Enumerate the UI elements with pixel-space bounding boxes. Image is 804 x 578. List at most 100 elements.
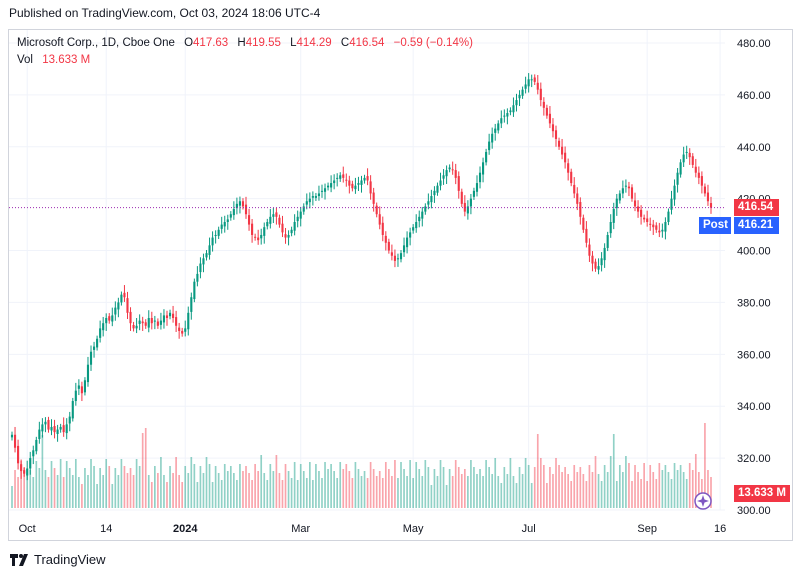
volume-bar [615,481,618,508]
volume-bar [612,434,615,508]
volume-bar [600,481,603,508]
volume-bar [308,462,311,508]
legend-open: 417.63 [193,37,229,49]
candle-body [220,224,223,229]
volume-bar [454,460,457,508]
candle-body [506,113,509,117]
volume-bar [184,466,187,508]
candle-body [296,216,299,222]
candle-body [360,180,363,185]
volume-bar [618,465,621,508]
volume-bar [406,476,408,508]
volume-bar [105,459,108,508]
candle-body [436,185,439,193]
candle-body [421,211,424,219]
candle-body [600,258,603,266]
candle-body [554,130,558,139]
volume-bar [281,480,284,508]
candle-body [199,263,202,273]
volume-bar [56,475,59,508]
candle-body [208,245,211,255]
candle-body [269,216,272,224]
candle-body [314,196,317,198]
candle-body [633,200,637,207]
candle-body [591,255,594,264]
candle-body [348,180,351,186]
volume-bar [342,469,345,508]
volume-bar [260,455,263,508]
x-tick-label: Jul [522,523,536,535]
candle-body [320,190,324,192]
volume-badge [694,492,712,510]
candle-body [518,94,521,99]
candle-body [129,311,132,324]
candle-body [65,424,68,434]
volume-bar [561,472,563,508]
legend-vol: 13.633 M [42,54,91,66]
volume-bar [485,460,487,508]
volume-bar [245,466,247,508]
candle-body [254,236,257,238]
volume-bar [555,458,557,508]
price-chart[interactable]: 480.00460.00440.00420.00400.00380.00360.… [9,30,793,540]
volume-bar [321,478,323,508]
candle-body [415,222,418,229]
volume-bar [375,476,378,508]
candle-body [266,222,269,227]
candle-body [235,203,238,209]
volume-bar [673,463,676,508]
candle-body [682,154,685,163]
x-tick-label: 16 [714,523,726,535]
candle-body [32,450,35,457]
volume-bar [199,466,202,508]
candle-body [29,458,32,469]
volume-bar [512,476,515,508]
volume-bar [698,472,700,508]
candle-body [287,234,290,238]
candle-body [539,88,542,101]
candle-body [390,252,393,256]
candle-body [533,77,536,82]
candle-body [351,183,354,189]
x-tick-label: May [403,523,424,535]
volume-bar [65,461,68,508]
volume-bar [391,476,393,508]
volume-bar [38,468,41,508]
candle-body [305,201,308,205]
volume-bar [552,474,554,508]
candle-body [165,315,169,318]
volume-bar [527,465,530,508]
candle-body [670,198,673,210]
candle-body [308,198,311,203]
candle-body [59,426,62,430]
volume-bar [99,468,101,508]
volume-bar [84,468,86,508]
candle-body [53,426,56,433]
volume-bar [160,457,162,508]
candle-body [20,464,23,472]
volume-bar [658,463,661,508]
candle-body [247,215,251,225]
volume-bar [17,477,19,508]
candle-body [144,322,147,326]
legend-close-label: C [340,37,350,49]
candle-body [345,179,348,181]
volume-bar [147,475,150,508]
candle-body [162,315,166,323]
candle-body [497,123,500,131]
candle-body [363,177,366,181]
volume-bar [536,434,539,508]
candle-body [640,209,643,217]
candle-body [175,317,178,326]
volume-bar [400,462,402,508]
volume-bar [71,475,74,508]
tradingview-logo[interactable]: TradingView [10,552,106,567]
sparkle-icon [697,495,709,507]
candle-body [327,185,330,188]
volume-bar [381,478,384,508]
volume-bar [448,469,451,508]
volume-bar [622,472,624,508]
volume-bar [296,480,299,508]
candle-body [576,193,579,204]
candle-body [482,162,485,175]
